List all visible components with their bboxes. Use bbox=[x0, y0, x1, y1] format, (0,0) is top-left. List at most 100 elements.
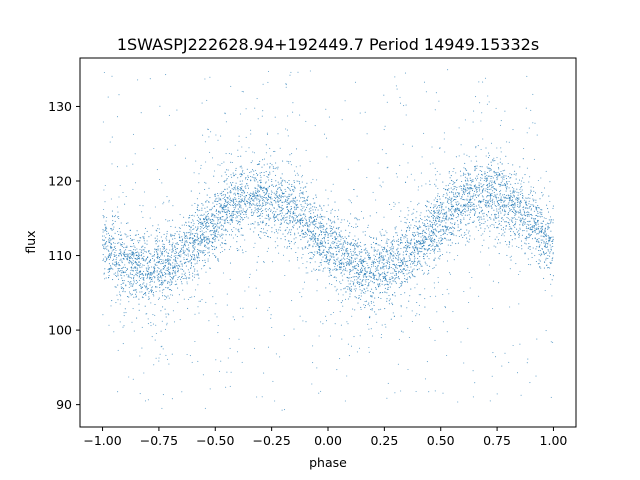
data-point bbox=[386, 274, 388, 276]
data-point bbox=[133, 245, 135, 247]
data-point bbox=[341, 255, 343, 257]
data-point bbox=[350, 260, 352, 262]
data-point bbox=[242, 234, 244, 236]
data-point bbox=[161, 240, 163, 242]
data-point bbox=[403, 237, 405, 239]
data-point bbox=[505, 186, 507, 188]
data-point bbox=[436, 230, 438, 232]
data-point bbox=[320, 262, 322, 264]
data-point bbox=[431, 237, 433, 239]
data-point bbox=[233, 202, 235, 204]
data-point bbox=[120, 234, 122, 236]
data-point bbox=[109, 265, 112, 267]
data-point bbox=[333, 262, 335, 264]
data-point bbox=[299, 223, 301, 225]
data-point bbox=[518, 233, 520, 235]
data-point bbox=[194, 240, 196, 242]
data-point bbox=[388, 294, 390, 297]
data-point bbox=[507, 176, 509, 178]
data-point bbox=[269, 203, 271, 205]
data-point bbox=[379, 231, 381, 233]
data-point bbox=[529, 206, 531, 208]
data-point bbox=[328, 267, 331, 270]
data-point bbox=[490, 218, 492, 220]
data-point bbox=[390, 248, 392, 250]
data-point bbox=[304, 202, 306, 204]
data-point bbox=[129, 261, 131, 263]
data-point bbox=[106, 228, 108, 230]
data-point bbox=[304, 214, 306, 216]
data-point bbox=[273, 217, 275, 219]
data-point bbox=[433, 210, 436, 212]
data-point bbox=[158, 268, 160, 270]
data-point bbox=[289, 213, 292, 215]
data-point bbox=[463, 173, 465, 175]
data-point bbox=[466, 169, 468, 172]
data-point bbox=[110, 253, 112, 255]
data-point bbox=[453, 182, 455, 184]
data-point bbox=[205, 236, 207, 238]
data-point bbox=[400, 265, 403, 267]
data-point bbox=[542, 250, 544, 253]
data-point bbox=[123, 288, 125, 290]
data-point bbox=[310, 204, 312, 206]
data-point bbox=[307, 247, 309, 249]
data-point bbox=[389, 257, 391, 259]
data-point bbox=[342, 245, 344, 247]
data-point bbox=[210, 222, 212, 224]
data-point bbox=[301, 247, 303, 249]
data-point bbox=[281, 204, 283, 206]
data-point bbox=[236, 235, 238, 238]
data-point bbox=[536, 222, 538, 224]
data-point bbox=[208, 218, 210, 220]
data-point bbox=[517, 205, 519, 208]
data-point bbox=[552, 219, 554, 221]
data-point bbox=[482, 199, 484, 201]
data-point bbox=[234, 192, 236, 194]
data-point bbox=[320, 241, 322, 243]
data-point bbox=[469, 177, 471, 179]
data-point bbox=[514, 183, 516, 185]
data-point bbox=[156, 274, 158, 276]
data-point bbox=[516, 228, 518, 230]
data-point bbox=[139, 284, 141, 286]
data-point bbox=[412, 247, 414, 249]
data-point bbox=[343, 249, 345, 251]
data-point bbox=[541, 223, 543, 225]
data-point bbox=[537, 227, 540, 229]
data-point bbox=[434, 249, 436, 251]
data-point bbox=[435, 229, 437, 231]
data-point bbox=[350, 290, 353, 292]
data-point bbox=[484, 190, 486, 192]
data-point bbox=[489, 230, 491, 232]
data-point bbox=[271, 203, 273, 205]
data-point bbox=[350, 241, 352, 243]
data-point bbox=[488, 152, 490, 154]
data-point bbox=[456, 186, 458, 188]
data-point bbox=[273, 210, 275, 213]
data-point bbox=[341, 263, 343, 265]
data-point bbox=[519, 224, 521, 226]
data-point bbox=[184, 240, 186, 242]
data-point bbox=[138, 261, 140, 263]
data-point bbox=[495, 172, 497, 174]
data-point bbox=[426, 255, 428, 257]
data-point bbox=[490, 188, 492, 190]
data-point bbox=[500, 198, 502, 200]
data-point bbox=[335, 250, 337, 252]
data-point bbox=[519, 206, 521, 208]
data-point bbox=[254, 210, 256, 212]
data-point bbox=[153, 275, 155, 277]
data-point bbox=[330, 274, 333, 276]
data-point bbox=[207, 252, 209, 254]
data-point bbox=[437, 212, 439, 214]
data-point bbox=[151, 280, 153, 282]
data-point bbox=[165, 237, 167, 239]
data-point bbox=[389, 253, 391, 255]
data-point bbox=[203, 237, 205, 239]
data-point bbox=[392, 236, 395, 238]
data-point bbox=[305, 222, 307, 224]
data-point bbox=[552, 239, 554, 241]
data-point bbox=[484, 175, 486, 177]
data-point bbox=[527, 237, 529, 239]
